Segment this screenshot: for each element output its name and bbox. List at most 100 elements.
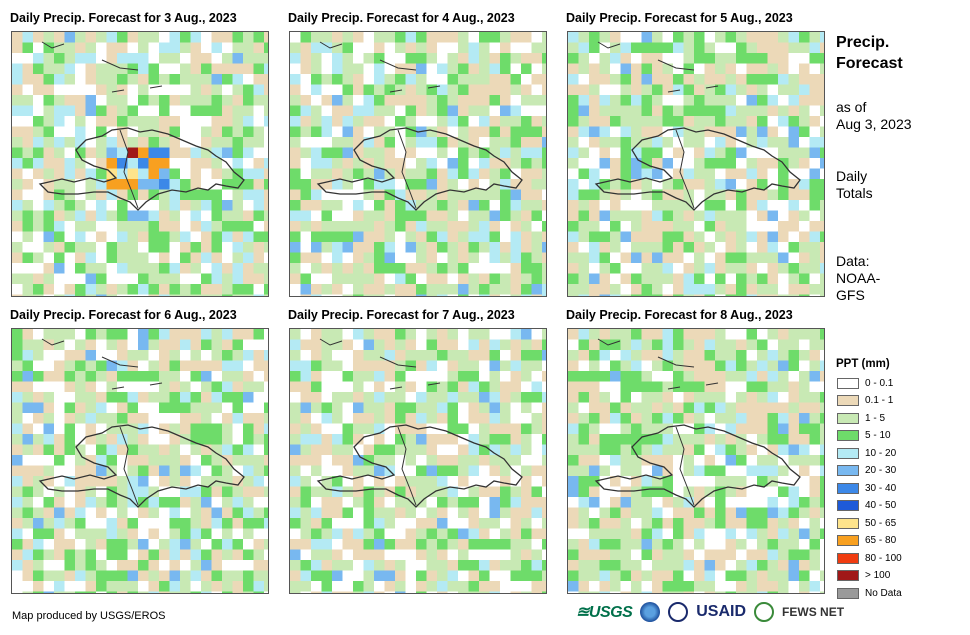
precip-grid-cell: [542, 53, 546, 64]
precip-grid-cell: [127, 137, 139, 148]
precip-grid-cell: [620, 42, 632, 54]
precip-grid-cell: [715, 371, 726, 382]
precip-grid-cell: [311, 539, 322, 550]
precip-grid-cell: [222, 63, 233, 75]
precip-grid-cell: [416, 137, 427, 148]
precip-grid-cell: [201, 126, 212, 138]
precip-grid-cell: [746, 434, 758, 445]
precip-grid-cell: [510, 221, 522, 232]
precip-grid-cell: [694, 189, 705, 201]
precip-grid-cell: [85, 210, 97, 222]
precip-grid-cell: [117, 434, 128, 445]
precip-grid-cell: [342, 455, 354, 466]
precip-grid-cell: [799, 126, 810, 138]
precip-grid-cell: [479, 549, 490, 561]
precip-grid-cell: [363, 137, 375, 148]
precip-grid-cell: [290, 168, 301, 180]
precip-grid-cell: [652, 284, 663, 295]
precip-grid-cell: [253, 294, 265, 296]
precip-grid-cell: [311, 381, 322, 393]
precip-grid-cell: [395, 570, 406, 582]
precip-grid-cell: [106, 263, 118, 274]
precip-grid-cell: [232, 116, 244, 127]
precip-grid-cell: [374, 105, 385, 117]
precip-grid-cell: [589, 560, 600, 571]
precip-grid-cell: [96, 147, 107, 159]
precip-grid-cell: [311, 273, 322, 285]
precip-grid-cell: [43, 63, 55, 75]
precip-grid-cell: [321, 434, 333, 445]
precip-grid-cell: [694, 497, 705, 508]
precip-grid-cell: [778, 74, 789, 85]
precip-grid-cell: [458, 581, 469, 592]
precip-grid-cell: [788, 105, 800, 117]
precip-grid-cell: [243, 221, 254, 232]
precip-grid-cell: [704, 465, 716, 477]
precip-grid-cell: [809, 263, 821, 274]
precip-grid-cell: [54, 549, 65, 561]
precip-grid-cell: [180, 444, 191, 456]
precip-grid-cell: [458, 200, 469, 211]
precip-grid-cell: [363, 200, 375, 211]
precip-grid-cell: [631, 147, 642, 159]
precip-grid-cell: [479, 486, 490, 498]
precip-grid-cell: [169, 294, 181, 296]
precip-grid-cell: [715, 360, 726, 372]
precip-grid-cell: [521, 105, 532, 117]
precip-grid-cell: [405, 168, 417, 180]
precip-grid-cell: [641, 444, 653, 456]
precip-grid-cell: [54, 221, 65, 232]
precip-grid-cell: [353, 105, 364, 117]
precip-grid-cell: [641, 339, 653, 351]
precip-grid-cell: [426, 95, 438, 106]
precip-grid-cell: [799, 329, 810, 340]
precip-grid-cell: [106, 360, 118, 372]
precip-grid-cell: [578, 95, 590, 106]
precip-grid-cell: [788, 168, 800, 180]
precip-grid-cell: [489, 105, 501, 117]
precip-grid-cell: [479, 465, 490, 477]
precip-grid-cell: [809, 581, 821, 592]
precip-grid-cell: [211, 200, 223, 211]
precip-grid-cell: [820, 413, 824, 424]
precip-grid-cell: [531, 392, 543, 403]
precip-grid-cell: [300, 549, 312, 561]
precip-grid-cell: [138, 231, 149, 243]
precip-grid-cell: [22, 294, 34, 296]
precip-grid-cell: [479, 539, 490, 550]
precip-grid-cell: [43, 200, 55, 211]
precip-grid-cell: [489, 95, 501, 106]
precip-grid-cell: [85, 63, 97, 75]
precip-grid-cell: [468, 434, 480, 445]
precip-grid-cell: [211, 168, 223, 180]
precip-grid-cell: [715, 189, 726, 201]
precip-grid-cell: [468, 476, 480, 487]
precip-grid-cell: [180, 465, 191, 477]
precip-grid-cell: [820, 570, 824, 582]
precip-grid-cell: [374, 158, 385, 169]
precip-grid-cell: [106, 371, 118, 382]
precip-grid-cell: [54, 116, 65, 127]
precip-grid-cell: [788, 339, 800, 351]
precip-grid-cell: [106, 221, 118, 232]
precip-grid-cell: [127, 221, 139, 232]
precip-grid-cell: [641, 402, 653, 414]
precip-grid-cell: [64, 189, 76, 201]
legend-label: 0.1 - 1: [865, 395, 894, 406]
precip-grid-cell: [22, 350, 34, 361]
precip-grid-cell: [43, 189, 55, 201]
precip-grid-cell: [631, 273, 642, 285]
precip-grid-cell: [190, 53, 202, 64]
precip-grid-cell: [159, 560, 170, 571]
precip-grid-cell: [395, 263, 406, 274]
precip-grid-cell: [725, 158, 737, 169]
precip-grid-cell: [180, 413, 191, 424]
precip-grid-cell: [652, 189, 663, 201]
precip-grid-cell: [127, 168, 139, 180]
precip-grid-cell: [201, 263, 212, 274]
precip-grid-cell: [610, 444, 621, 456]
precip-grid-cell: [510, 360, 522, 372]
precip-grid-cell: [264, 350, 268, 361]
panel-title-aug-5: Daily Precip. Forecast for 5 Aug., 2023: [566, 11, 793, 25]
precip-grid-cell: [694, 42, 705, 54]
